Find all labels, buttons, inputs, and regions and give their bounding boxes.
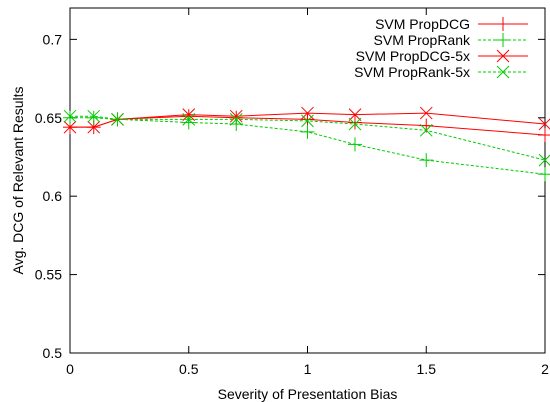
marker-x-b xyxy=(496,49,510,63)
y-tick-label: 0.7 xyxy=(43,31,63,47)
x-tick-label: 0 xyxy=(66,361,74,377)
marker-x-b xyxy=(301,114,314,128)
series-3 xyxy=(63,109,550,167)
plot-frame xyxy=(69,7,546,354)
marker-x-b xyxy=(538,118,550,131)
marker-x-b xyxy=(111,112,124,126)
legend-label: SVM PropRank-5x xyxy=(354,64,470,80)
marker-x-b xyxy=(229,112,243,126)
marker-x-b xyxy=(229,109,243,123)
legend-label: SVM PropRank xyxy=(374,32,471,48)
marker-x-b xyxy=(419,106,433,120)
y-tick-label: 0.65 xyxy=(35,110,62,126)
legend-label: SVM PropDCG-5x xyxy=(356,48,470,64)
x-tick-label: 1 xyxy=(304,361,312,377)
marker-x-b xyxy=(496,65,510,79)
marker-x-b xyxy=(182,108,196,121)
series-layer xyxy=(63,106,550,182)
marker-x-b xyxy=(63,109,77,123)
y-tick-label: 0.55 xyxy=(35,267,62,283)
marker-x-b xyxy=(87,120,101,134)
marker-x-b xyxy=(63,120,77,134)
y-tick-label: 0.6 xyxy=(43,188,63,204)
y-tick-label: 0.5 xyxy=(43,345,63,361)
y-axis-label: Avg. DCG of Relevant Results xyxy=(10,86,26,274)
x-axis-label: Severity of Presentation Bias xyxy=(218,386,398,402)
legend-label: SVM PropDCG xyxy=(375,16,470,32)
marker-x-b xyxy=(87,109,101,123)
x-tick-label: 1.5 xyxy=(417,361,437,377)
marker-x-b xyxy=(348,108,362,121)
x-tick-label: 2 xyxy=(541,361,549,377)
axes: 0 0.5 1 1.5 20.50.550.60.650.7 xyxy=(35,7,549,377)
marker-x-b xyxy=(348,117,362,131)
x-tick-label: 0.5 xyxy=(179,361,199,377)
marker-x-b xyxy=(182,112,196,126)
marker-x-b xyxy=(419,123,433,137)
marker-x-b xyxy=(538,154,550,167)
